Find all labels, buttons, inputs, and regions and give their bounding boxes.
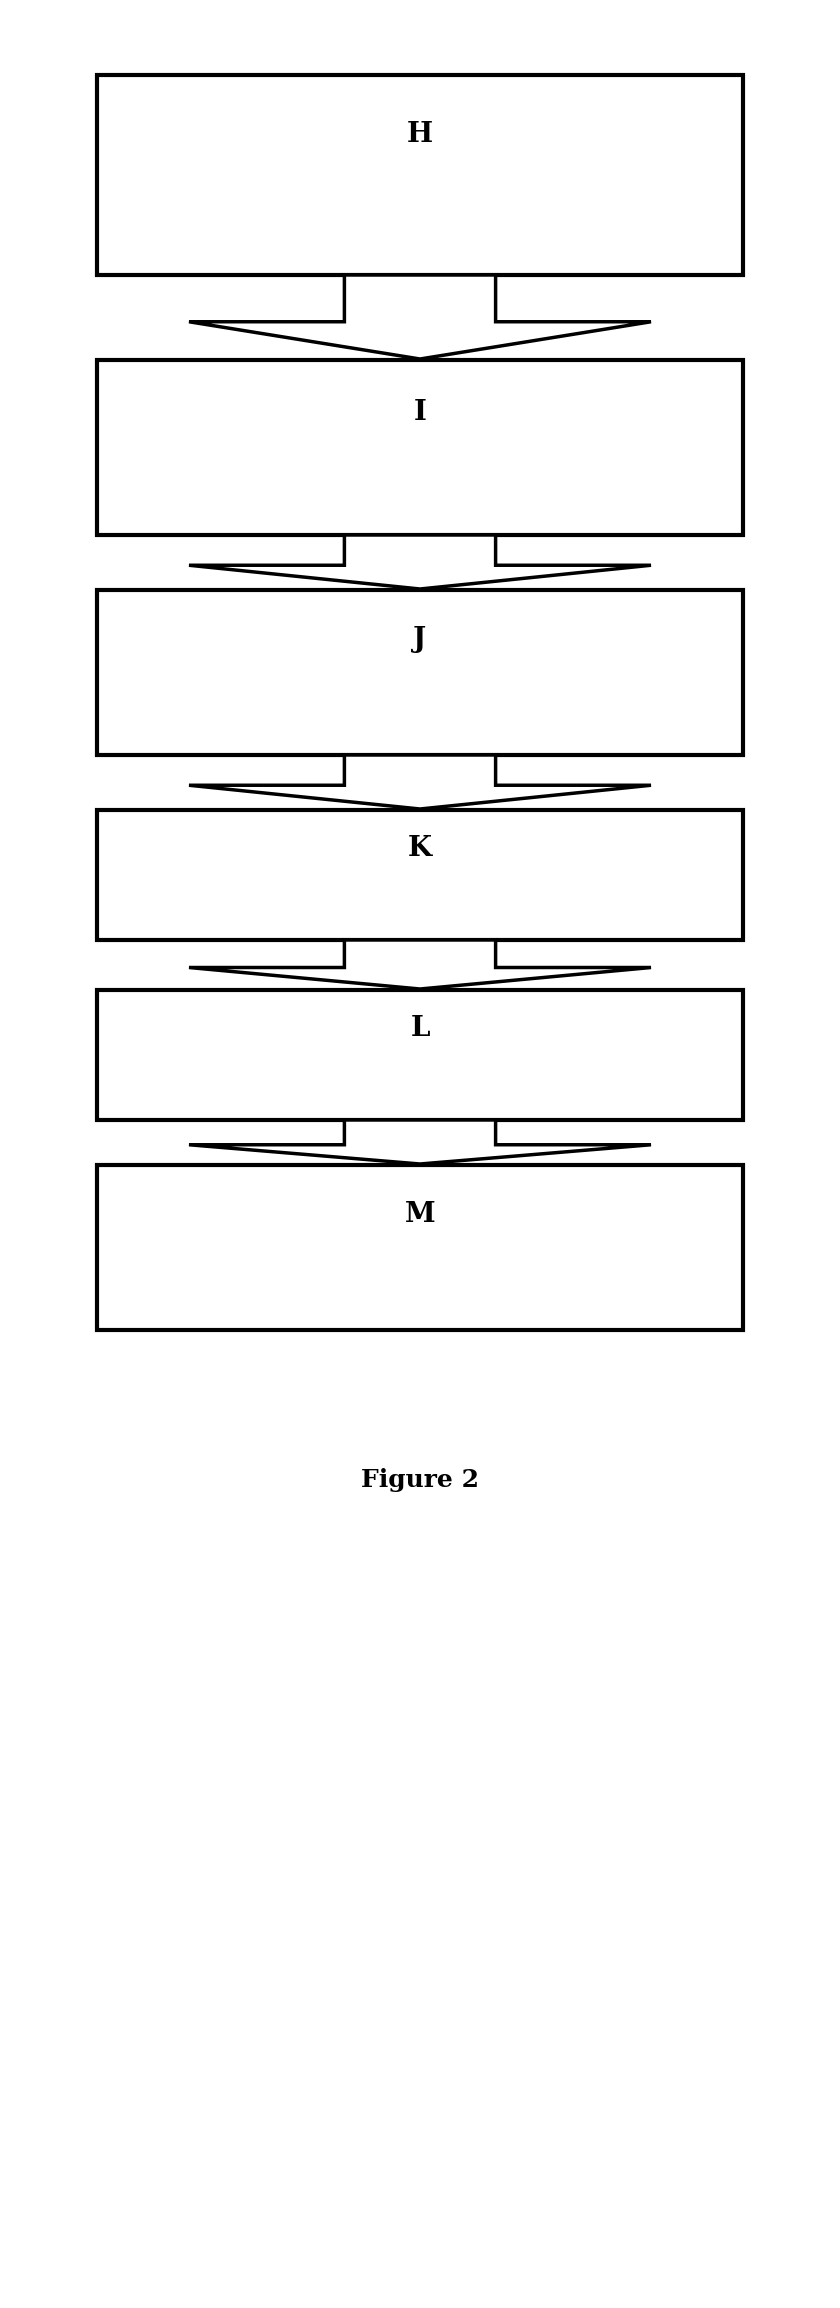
Bar bbox=[97, 1166, 743, 1329]
Polygon shape bbox=[189, 275, 651, 360]
Bar bbox=[97, 810, 743, 939]
Text: Figure 2: Figure 2 bbox=[361, 1468, 479, 1491]
Bar bbox=[97, 591, 743, 755]
Bar bbox=[97, 74, 743, 275]
Polygon shape bbox=[189, 1119, 651, 1163]
Text: K: K bbox=[408, 835, 432, 863]
Polygon shape bbox=[189, 939, 651, 990]
Polygon shape bbox=[189, 755, 651, 810]
Text: L: L bbox=[410, 1016, 430, 1043]
Bar bbox=[97, 990, 743, 1119]
Text: H: H bbox=[407, 122, 433, 148]
Bar bbox=[97, 360, 743, 535]
Text: J: J bbox=[413, 625, 427, 653]
Text: I: I bbox=[413, 399, 427, 427]
Polygon shape bbox=[189, 535, 651, 589]
Text: M: M bbox=[405, 1200, 435, 1228]
